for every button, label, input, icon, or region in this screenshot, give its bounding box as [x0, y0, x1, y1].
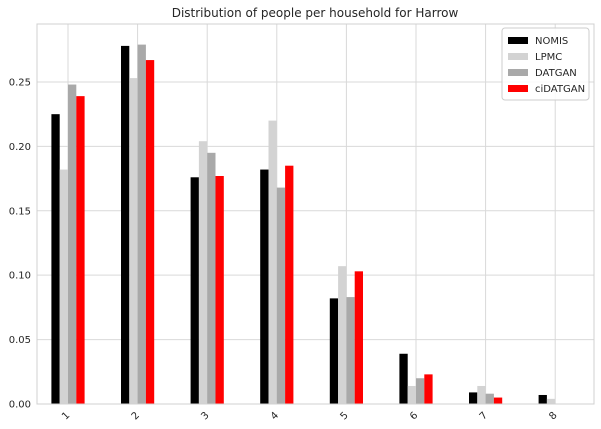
x-tick-label: 5 [338, 410, 350, 422]
bar-datgan-6 [416, 378, 425, 404]
y-tick-label: 0.20 [9, 142, 31, 153]
bar-cidatgan-1 [76, 96, 85, 404]
bar-lpmc-6 [407, 385, 416, 404]
y-tick-label: 0.15 [9, 206, 31, 217]
bar-nomis-4 [260, 169, 269, 404]
chart-title: Distribution of people per household for… [172, 6, 459, 20]
x-tick-label: 1 [60, 410, 72, 422]
y-tick-label: 0.00 [9, 400, 31, 411]
bars [51, 44, 556, 405]
bar-datgan-2 [137, 44, 146, 404]
bar-nomis-6 [399, 353, 408, 404]
bar-lpmc-5 [338, 266, 347, 404]
bar-nomis-1 [51, 114, 60, 404]
bar-datgan-3 [207, 152, 216, 404]
y-axis: 0.00 0.05 0.10 0.15 0.20 0.25 [9, 77, 31, 410]
bar-lpmc-8 [546, 398, 556, 404]
bar-nomis-3 [190, 177, 199, 404]
bar-lpmc-1 [59, 169, 68, 404]
bar-nomis-8 [538, 394, 547, 404]
bar-lpmc-2 [129, 78, 138, 405]
legend-label: NOMIS [535, 36, 568, 47]
bar-lpmc-7 [477, 385, 486, 404]
legend-label: ciDATGAN [535, 84, 585, 95]
y-tick-label: 0.10 [9, 271, 31, 282]
plot-frame [36, 23, 595, 405]
bar-cidatgan-3 [215, 176, 224, 404]
x-tick-label: 8 [547, 410, 559, 422]
legend-swatch [508, 53, 528, 60]
bar-datgan-7 [485, 393, 494, 404]
bar-cidatgan-2 [145, 60, 155, 404]
x-tick-label: 6 [408, 410, 420, 422]
bar-nomis-5 [329, 298, 339, 404]
legend-swatch [508, 69, 528, 76]
bar-cidatgan-6 [424, 374, 433, 404]
bar-nomis-2 [121, 45, 130, 404]
bar-nomis-7 [469, 392, 478, 404]
y-tick-label: 0.05 [9, 335, 31, 346]
bar-cidatgan-7 [493, 397, 503, 404]
legend-label: LPMC [535, 52, 562, 63]
bar-lpmc-3 [198, 141, 208, 404]
bar-cidatgan-4 [285, 165, 294, 404]
legend-swatch [508, 37, 528, 44]
bar-cidatgan-5 [354, 271, 363, 404]
legend-swatch [508, 85, 528, 92]
y-tick-label: 0.25 [9, 77, 31, 88]
x-tick-label: 7 [478, 410, 490, 422]
legend: NOMIS LPMC DATGAN ciDATGAN [501, 27, 590, 101]
x-axis: 1 2 3 4 5 6 7 8 [60, 410, 559, 422]
bar-datgan-5 [346, 297, 355, 404]
bar-datgan-4 [276, 187, 286, 404]
x-tick-label: 2 [130, 410, 142, 422]
legend-box [501, 27, 590, 101]
x-tick-label: 3 [199, 410, 211, 422]
x-tick-label: 4 [269, 410, 281, 422]
legend-label: DATGAN [535, 68, 577, 79]
bar-lpmc-4 [268, 120, 277, 404]
bar-datgan-1 [68, 84, 77, 405]
